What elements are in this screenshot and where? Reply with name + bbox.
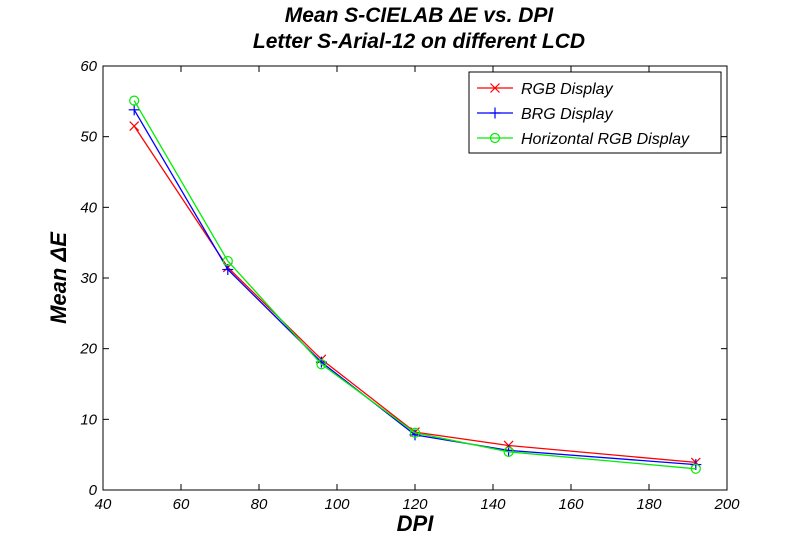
series-line (133, 100, 696, 470)
data-point (129, 95, 140, 106)
legend: RGB Display BRG Display Horizontal RGB Dis… (468, 71, 722, 154)
y-tick-label: 20 (79, 341, 97, 358)
x-tick-label: 120 (402, 496, 428, 513)
data-point (690, 463, 701, 474)
x-tick-label: 160 (558, 496, 584, 513)
legend-item: RGB Display (477, 81, 614, 98)
y-axis-label: Mean ΔE (46, 231, 71, 324)
chart-title: Mean S-CIELAB ΔE vs. DPI (285, 4, 555, 27)
legend-label: Horizontal RGB Display (521, 131, 690, 148)
series-3 (129, 95, 701, 474)
y-tick-label: 60 (80, 58, 97, 75)
series-layer (128, 95, 702, 474)
x-tick-label: 100 (324, 496, 350, 513)
legend-item: BRG Display (477, 106, 614, 123)
data-point (503, 446, 514, 457)
legend-marker (490, 83, 500, 93)
data-point (222, 255, 233, 267)
y-tick-label: 50 (80, 129, 97, 146)
data-point (409, 427, 421, 438)
data-point (129, 121, 140, 131)
x-axis-label: DPI (397, 511, 435, 536)
legend-item: Horizontal RGB Display (477, 131, 690, 148)
legend-label: BRG Display (521, 106, 614, 123)
y-tick-label: 30 (80, 270, 97, 287)
chart-subtitle: Letter S-Arial-12 on different LCD (253, 30, 585, 53)
legend-marker (489, 107, 501, 119)
x-tick-label: 60 (173, 496, 190, 513)
data-point (128, 104, 140, 116)
y-tick-label: 0 (89, 482, 98, 499)
y-tick-label: 10 (80, 411, 97, 428)
legend-marker (489, 132, 501, 144)
legend-label: RGB Display (521, 81, 614, 98)
x-tick-label: 80 (251, 496, 268, 513)
axis-ticks: 40 60 80 100 120 140 160 180 200 0 10 20 30 40 50 60 (79, 58, 740, 513)
x-tick-label: 140 (480, 496, 506, 513)
x-tick-label: 200 (713, 496, 740, 513)
y-tick-label: 40 (80, 199, 97, 216)
x-tick-label: 180 (636, 496, 662, 513)
x-tick-label: 40 (95, 496, 112, 513)
data-point (316, 359, 327, 370)
